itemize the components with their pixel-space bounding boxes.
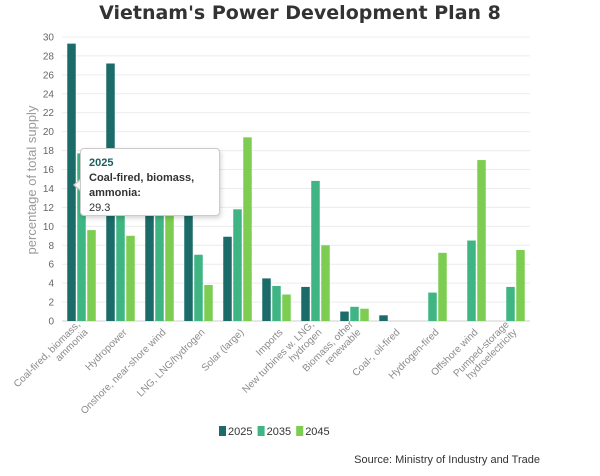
bar-2025-5[interactable] (262, 278, 271, 321)
bar-2045-2[interactable] (165, 212, 174, 321)
y-tick-label: 14 (43, 184, 55, 195)
bar-2045-10[interactable] (477, 160, 486, 321)
y-tick-label: 12 (43, 203, 55, 214)
category-label-group: Solar (large) (200, 327, 247, 374)
y-tick-label: 10 (43, 222, 55, 233)
legend: 2025 2035 2045 (219, 426, 330, 438)
tooltip-year: 2025 (89, 157, 114, 169)
y-tick-label: 6 (48, 260, 54, 271)
y-tick-label: 28 (43, 51, 55, 62)
tooltip-value: 29.3 (89, 202, 111, 214)
legend-swatch-2035 (257, 426, 265, 436)
legend-label-2045[interactable]: 2045 (305, 426, 329, 438)
legend-swatch-2025 (219, 426, 226, 436)
y-tick-label: 20 (43, 127, 55, 138)
y-tick-label: 22 (43, 108, 55, 119)
bar-2025-3[interactable] (184, 212, 193, 321)
y-tick-label: 2 (48, 298, 54, 309)
category-labels: Coal-fired, biomass,ammoniaHydropowerOns… (12, 319, 519, 417)
y-tick-label: 8 (48, 241, 54, 252)
bar-2045-6[interactable] (321, 245, 330, 321)
source-note: Source: Ministry of Industry and Trade (354, 454, 540, 466)
bar-2025-2[interactable] (145, 212, 154, 321)
bar-2025-8[interactable] (379, 315, 388, 321)
category-label: LNG, LNG/hydrogen (135, 327, 207, 399)
y-tick-label: 0 (48, 317, 54, 328)
chart-title: Vietnam's Power Development Plan 8 (99, 2, 501, 24)
tooltip-pointer-inner (75, 179, 82, 191)
bar-2035-0[interactable] (77, 153, 86, 321)
category-label: Solar (large) (200, 327, 247, 374)
bar-2035-5[interactable] (272, 285, 281, 321)
bar-2035-9[interactable] (428, 292, 437, 321)
y-axis-label: percentage of total supply (24, 105, 39, 254)
bar-2045-3[interactable] (204, 285, 213, 321)
bar-2035-11[interactable] (506, 286, 515, 321)
y-tick-label: 26 (43, 70, 55, 81)
tooltip-label: Coal-fired, biomass, ammonia: (89, 172, 195, 199)
y-tick-label: 24 (43, 89, 55, 100)
bar-2035-10[interactable] (467, 240, 476, 321)
bar-2035-1[interactable] (116, 212, 125, 321)
bar-2035-6[interactable] (311, 180, 320, 321)
legend-label-2025[interactable]: 2025 (228, 426, 252, 438)
legend-label-2035[interactable]: 2035 (267, 426, 291, 438)
y-tick-label: 16 (43, 165, 55, 176)
bar-2025-0[interactable] (67, 43, 76, 321)
bar-2045-11[interactable] (516, 250, 525, 321)
tooltip: 2025 Coal-fired, biomass, ammonia: 29.3 (80, 148, 220, 216)
bar-2045-5[interactable] (282, 294, 291, 321)
category-label: Coal-fired, biomass, (12, 319, 83, 390)
y-tick-label: 30 (43, 33, 55, 44)
category-label-group: Coal-fired, biomass,ammonia (12, 319, 91, 390)
bar-2035-4[interactable] (233, 209, 242, 321)
bar-2045-0[interactable] (87, 230, 96, 321)
bar-2045-7[interactable] (360, 308, 369, 321)
bar-2025-7[interactable] (340, 311, 349, 321)
bar-2035-3[interactable] (194, 254, 203, 321)
bar-2025-6[interactable] (301, 286, 310, 321)
y-tick-label: 18 (43, 146, 55, 157)
gridlines (62, 36, 530, 322)
bar-2045-9[interactable] (438, 252, 447, 321)
bar-2035-7[interactable] (350, 306, 359, 321)
bar-2035-2[interactable] (155, 212, 164, 321)
category-label-group: LNG, LNG/hydrogen (135, 327, 207, 399)
bar-2045-1[interactable] (126, 235, 135, 321)
bar-2045-4[interactable] (243, 137, 252, 321)
legend-swatch-2045 (296, 426, 304, 436)
y-tick-label: 4 (48, 279, 54, 290)
bar-2025-4[interactable] (223, 236, 232, 321)
